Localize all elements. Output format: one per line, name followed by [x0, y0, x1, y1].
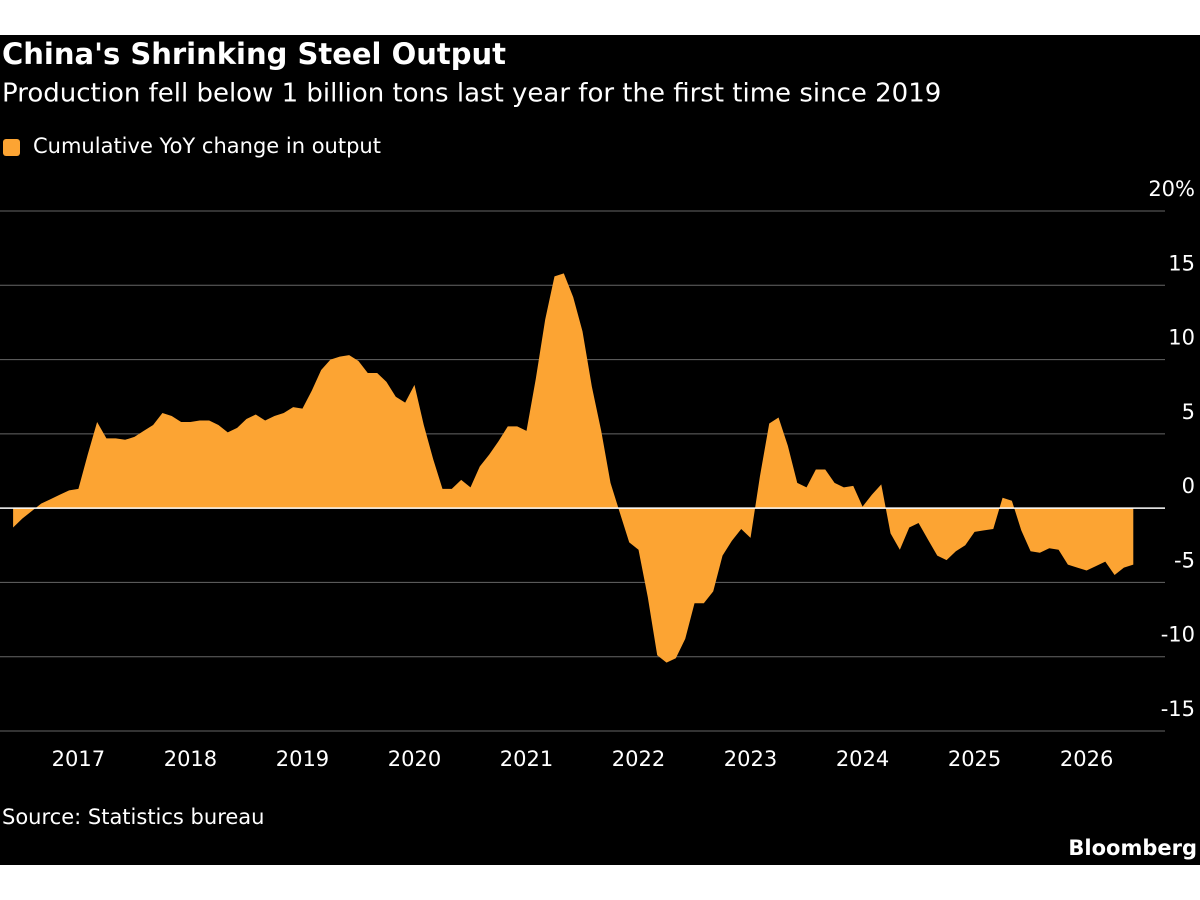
x-tick-label: 2023	[724, 747, 777, 771]
chart-title: China's Shrinking Steel Output	[2, 37, 506, 71]
y-tick-label: 20%	[1148, 177, 1195, 201]
y-tick-label: 10	[1168, 326, 1195, 350]
y-tick-label: -5	[1174, 548, 1195, 572]
x-tick-label: 2022	[612, 747, 665, 771]
y-tick-label: 5	[1182, 400, 1195, 424]
y-tick-label: -15	[1161, 697, 1195, 721]
legend-label: Cumulative YoY change in output	[33, 134, 381, 158]
x-tick-label: 2026	[1060, 747, 1113, 771]
area	[13, 273, 1134, 663]
x-tick-label: 2021	[500, 747, 553, 771]
y-tick-label: -10	[1161, 623, 1195, 647]
y-tick-label: 15	[1168, 251, 1195, 275]
chart-subtitle: Production fell below 1 billion tons las…	[2, 79, 941, 109]
x-tick-label: 2017	[52, 747, 105, 771]
y-tick-label: 0	[1182, 474, 1195, 498]
legend-swatch	[3, 139, 20, 156]
brand: Bloomberg	[1068, 836, 1197, 860]
x-tick-label: 2025	[948, 747, 1001, 771]
x-tick-label: 2018	[164, 747, 217, 771]
source: Source: Statistics bureau	[2, 805, 264, 829]
x-tick-label: 2020	[388, 747, 441, 771]
x-tick-label: 2024	[836, 747, 889, 771]
x-tick-label: 2019	[276, 747, 329, 771]
